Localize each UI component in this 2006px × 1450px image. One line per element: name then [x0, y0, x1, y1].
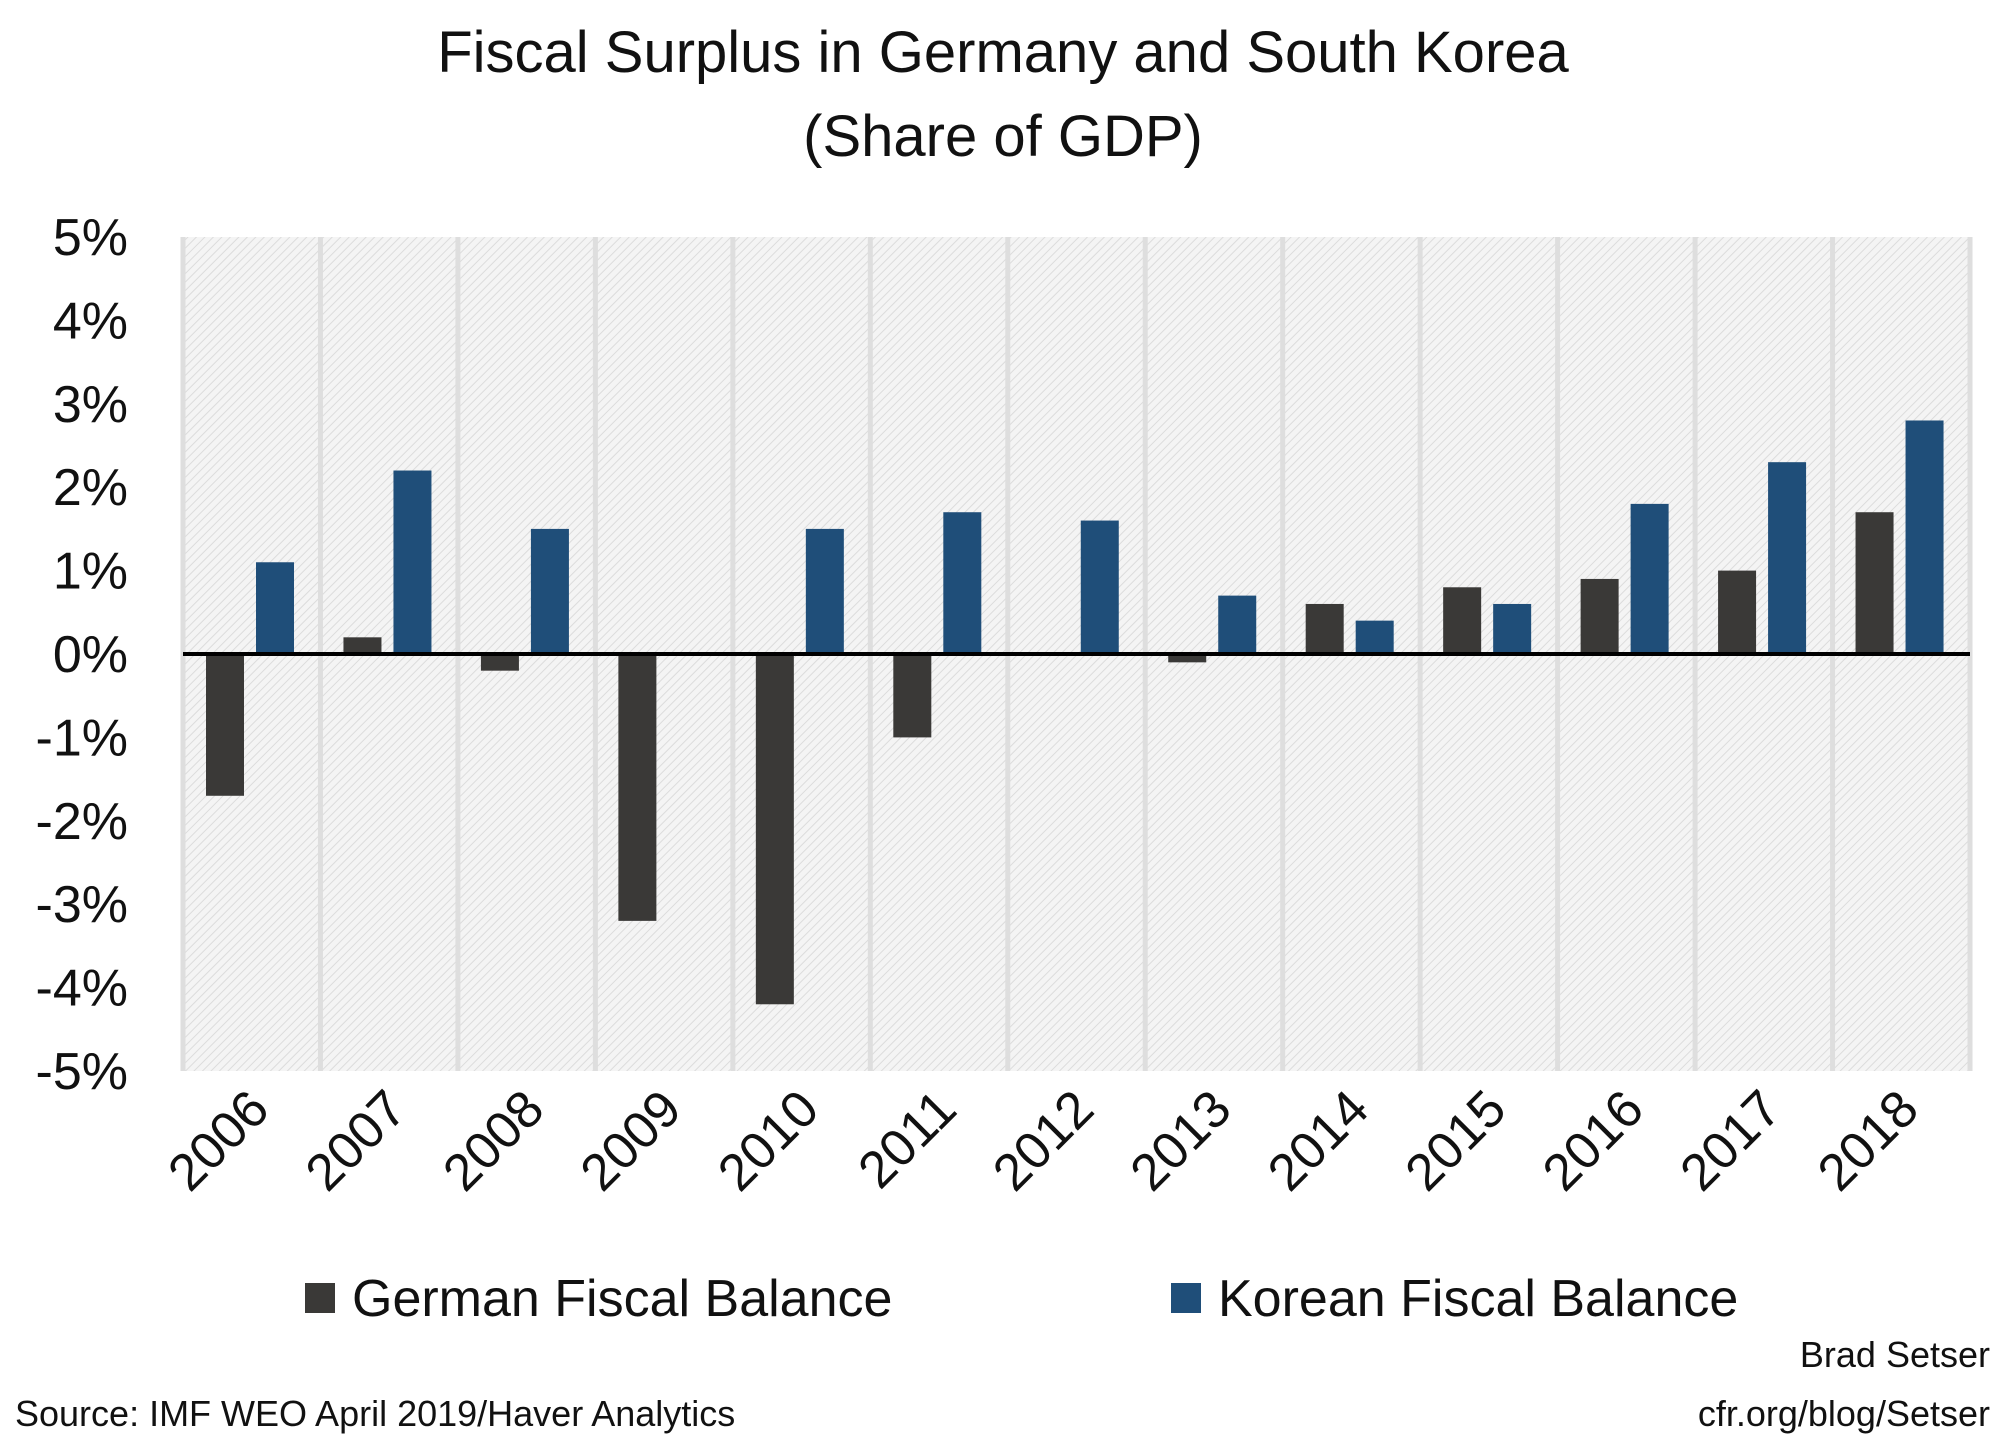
bar-korean-2013	[1218, 595, 1257, 654]
x-tick-label: 2007	[295, 1079, 418, 1202]
y-tick-label: 2%	[53, 459, 128, 517]
bar-korean-2008	[530, 528, 569, 654]
x-tick-label: 2018	[1807, 1079, 1930, 1202]
legend: German Fiscal Balance Korean Fiscal Bala…	[305, 1270, 1738, 1328]
legend-swatch-korean	[1171, 1283, 1201, 1313]
y-axis-ticks: 5% 4% 3% 2% 1% 0% -1% -2% -3% -4% -5%	[36, 209, 128, 1101]
y-tick-label: 1%	[53, 543, 128, 601]
y-tick-label: -3%	[36, 876, 128, 934]
legend-label-german: German Fiscal Balance	[352, 1270, 892, 1328]
x-tick-label: 2008	[432, 1079, 555, 1202]
bar-korean-2018	[1905, 420, 1944, 654]
y-tick-label: -1%	[36, 709, 128, 767]
y-tick-label: 4%	[53, 292, 128, 350]
bar-korean-2015	[1493, 603, 1532, 654]
bar-german-2009	[618, 654, 657, 921]
x-tick-label: 2006	[157, 1079, 280, 1202]
y-tick-label: 0%	[53, 626, 128, 684]
y-tick-label: 3%	[53, 376, 128, 434]
bar-korean-2014	[1355, 620, 1394, 654]
x-tick-label: 2012	[982, 1079, 1105, 1202]
source-note: Source: IMF WEO April 2019/Haver Analyti…	[15, 1393, 735, 1434]
bar-german-2018	[1855, 512, 1894, 654]
bar-german-2010	[755, 654, 794, 1005]
bar-german-2011	[893, 654, 932, 738]
x-axis-ticks: 2006 2007 2008 2009 2010 2011 2012 2013 2014 2015…	[157, 1079, 1929, 1202]
author-credit: Brad Setser	[1800, 1334, 1990, 1375]
x-tick-label: 2010	[707, 1079, 830, 1202]
legend-label-korean: Korean Fiscal Balance	[1218, 1270, 1738, 1328]
y-tick-label: -4%	[36, 960, 128, 1018]
x-tick-label: 2009	[570, 1079, 693, 1202]
y-tick-label: -5%	[36, 1043, 128, 1101]
chart-title: Fiscal Surplus in Germany and South Kore…	[437, 20, 1569, 85]
x-tick-label: 2013	[1120, 1079, 1243, 1202]
bar-german-2007	[343, 637, 382, 654]
x-tick-label: 2016	[1532, 1079, 1655, 1202]
bar-korean-2011	[943, 512, 982, 654]
bar-german-2015	[1443, 587, 1482, 654]
x-tick-label: 2017	[1669, 1079, 1792, 1202]
bar-korean-2016	[1630, 503, 1669, 654]
bar-korean-2007	[393, 470, 432, 654]
bar-korean-2012	[1080, 520, 1119, 654]
bar-korean-2017	[1768, 462, 1807, 654]
bar-korean-2006	[256, 562, 294, 654]
bar-german-2017	[1718, 570, 1757, 654]
x-tick-label: 2015	[1395, 1079, 1518, 1202]
legend-swatch-german	[305, 1283, 335, 1313]
x-tick-label: 2011	[847, 1079, 967, 1199]
author-site: cfr.org/blog/Setser	[1698, 1393, 1990, 1434]
bar-german-2008	[480, 654, 519, 671]
x-tick-label: 2014	[1257, 1079, 1380, 1202]
bar-german-2013	[1168, 654, 1207, 663]
chart-subtitle: (Share of GDP)	[803, 104, 1203, 169]
bar-german-2006	[206, 654, 244, 796]
bar-korean-2010	[805, 528, 844, 654]
y-tick-label: -2%	[36, 793, 128, 851]
bars	[206, 420, 1944, 1005]
bar-german-2016	[1580, 578, 1619, 654]
y-tick-label: 5%	[53, 209, 128, 267]
bar-german-2014	[1305, 603, 1344, 654]
